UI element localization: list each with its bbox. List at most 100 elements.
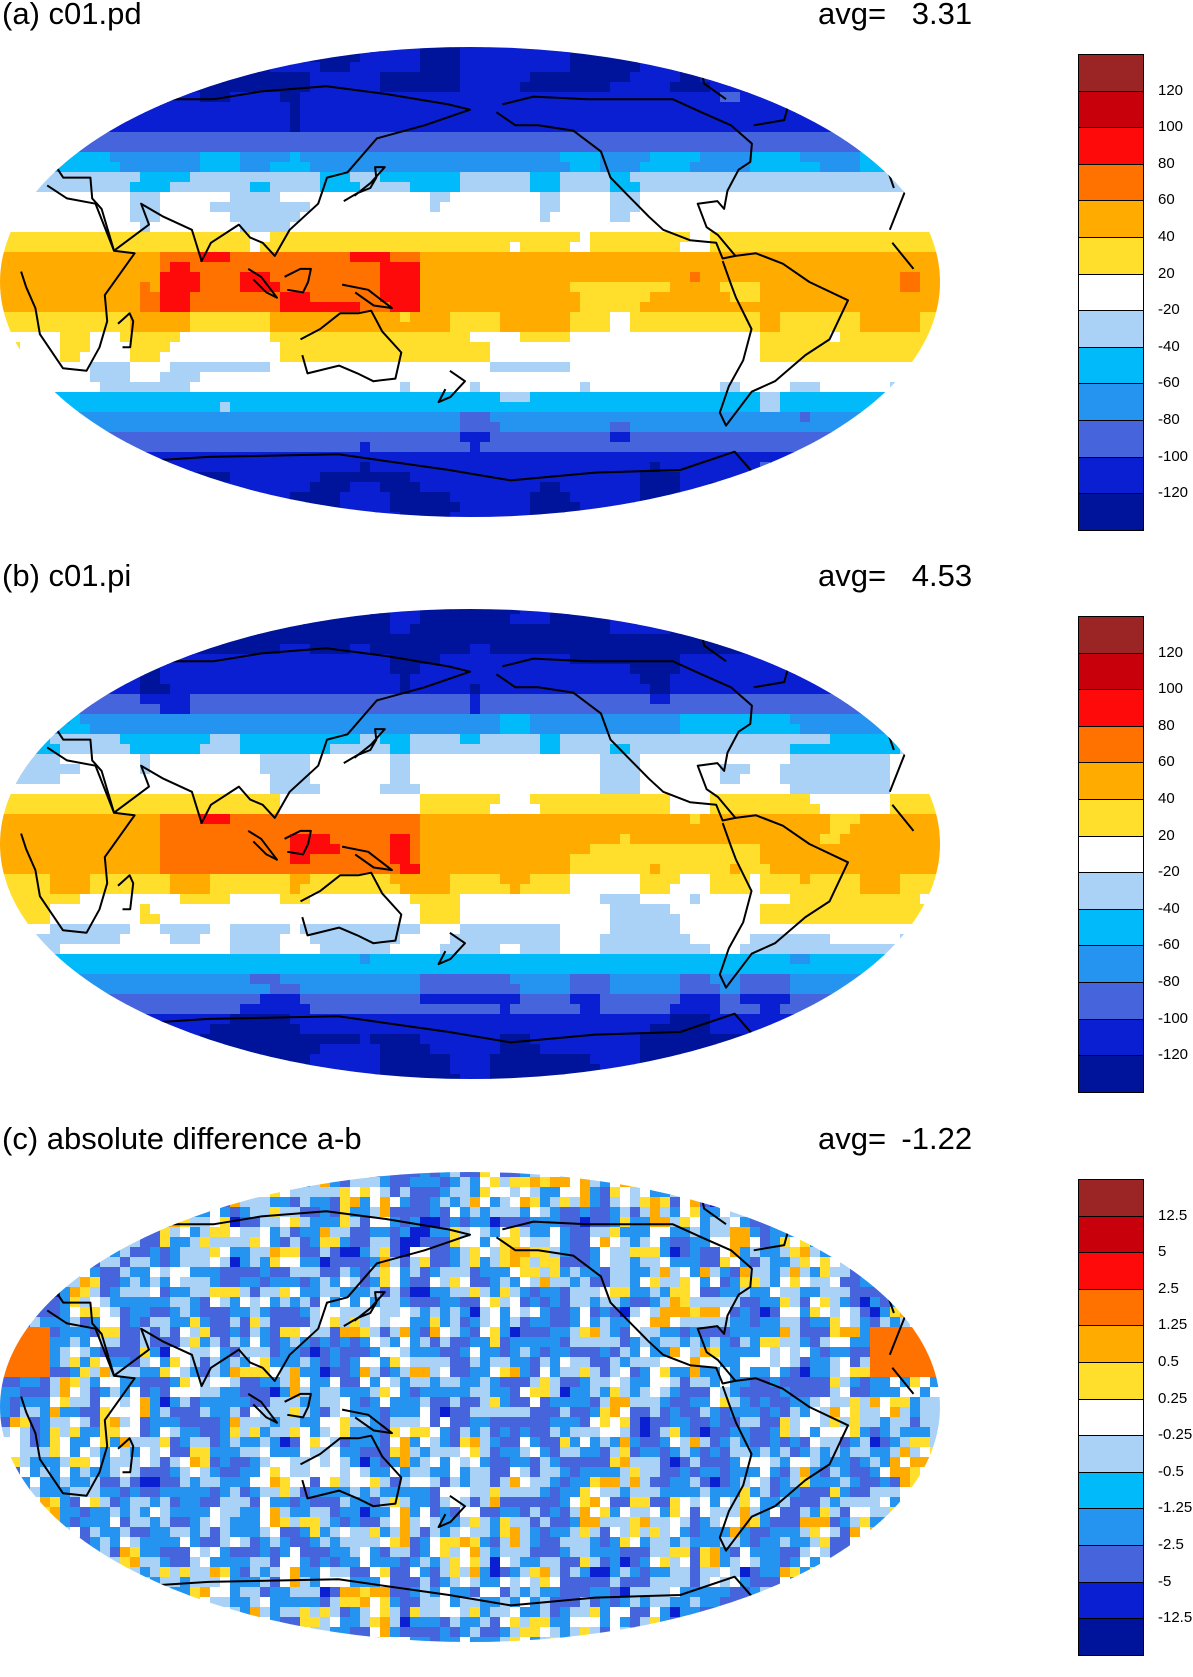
data-cell <box>390 402 401 413</box>
data-cell <box>540 112 551 123</box>
data-cell <box>520 82 531 93</box>
data-cell <box>670 512 681 517</box>
data-cell <box>160 62 171 73</box>
data-cell <box>540 242 551 253</box>
data-cell <box>700 192 711 203</box>
data-cell <box>290 422 301 433</box>
data-cell <box>770 302 781 313</box>
data-cell <box>410 222 421 233</box>
data-cell <box>460 262 471 273</box>
data-cell <box>500 402 511 413</box>
data-cell <box>80 282 91 293</box>
data-cell <box>110 222 121 233</box>
data-cell <box>220 192 231 203</box>
data-cell <box>860 47 871 53</box>
data-cell <box>210 462 221 473</box>
data-cell <box>410 272 421 283</box>
data-cell <box>890 222 901 233</box>
data-cell <box>520 92 531 103</box>
data-cell <box>80 82 91 93</box>
data-cell <box>960 112 971 123</box>
data-cell <box>130 332 141 343</box>
data-cell <box>840 502 851 513</box>
data-cell <box>990 422 1000 433</box>
data-cell <box>950 182 961 193</box>
data-cell <box>210 432 221 443</box>
data-cell <box>310 482 321 493</box>
data-cell <box>100 512 111 517</box>
data-cell <box>530 462 541 473</box>
data-cell <box>450 392 461 403</box>
data-cell <box>260 82 271 93</box>
data-cell <box>790 512 801 517</box>
data-cell <box>220 262 231 273</box>
data-cell <box>750 102 761 113</box>
data-cell <box>950 142 961 153</box>
data-cell <box>250 382 261 393</box>
data-cell <box>610 282 621 293</box>
data-cell <box>630 262 641 273</box>
data-cell <box>730 212 741 223</box>
data-cell <box>880 472 891 483</box>
data-cell <box>110 202 121 213</box>
data-cell <box>720 92 731 103</box>
data-cell <box>320 302 331 313</box>
data-cell <box>150 72 161 83</box>
data-cell <box>390 492 401 503</box>
data-cell <box>30 402 41 413</box>
data-cell <box>980 182 991 193</box>
data-cell <box>980 362 991 373</box>
data-cell <box>550 112 561 123</box>
data-cell <box>770 192 781 203</box>
data-cell <box>480 102 491 113</box>
data-cell <box>750 292 761 303</box>
data-cell <box>330 202 341 213</box>
data-cell <box>30 292 41 303</box>
data-cell <box>420 232 431 243</box>
data-cell <box>890 102 901 113</box>
data-cell <box>580 72 591 83</box>
data-cell <box>740 92 751 103</box>
data-cell <box>10 152 21 163</box>
data-cell <box>640 47 651 53</box>
data-cell <box>990 342 1000 353</box>
data-cell <box>900 272 911 283</box>
data-cell <box>630 502 641 513</box>
data-cell <box>650 362 661 373</box>
data-cell <box>30 362 41 373</box>
data-cell <box>760 182 771 193</box>
data-cell <box>910 392 921 403</box>
data-cell <box>660 47 671 53</box>
data-cell <box>700 342 711 353</box>
data-cell <box>600 192 611 203</box>
data-cell <box>60 609 71 615</box>
data-cell <box>50 402 61 413</box>
data-cell <box>830 122 841 133</box>
data-cell <box>620 432 631 443</box>
data-cell <box>650 202 661 213</box>
data-cell <box>410 432 421 443</box>
data-cell <box>580 462 591 473</box>
data-cell <box>210 182 221 193</box>
data-cell <box>600 262 611 273</box>
data-cell <box>210 512 221 517</box>
data-cell <box>190 47 201 53</box>
data-cell <box>180 512 191 517</box>
data-cell <box>660 182 671 193</box>
data-cell <box>180 362 191 373</box>
data-cell <box>640 512 651 517</box>
data-cell <box>480 402 491 413</box>
data-cell <box>360 492 371 503</box>
data-cell <box>430 292 441 303</box>
data-cell <box>0 292 11 303</box>
data-cell <box>780 232 791 243</box>
data-cell <box>810 342 821 353</box>
data-cell <box>990 412 1000 423</box>
data-cell <box>160 92 171 103</box>
data-cell <box>480 502 491 513</box>
data-cell <box>40 492 51 503</box>
data-cell <box>250 262 261 273</box>
data-cell <box>40 412 51 423</box>
data-cell <box>880 142 891 153</box>
data-cell <box>150 252 161 263</box>
